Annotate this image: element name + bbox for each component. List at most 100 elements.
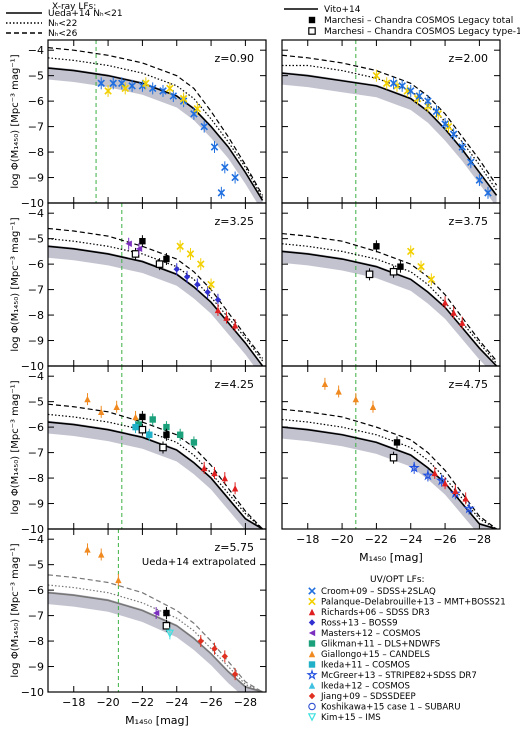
model-curve-nh26: [282, 408, 497, 529]
legend-marker: [307, 713, 317, 722]
data-point: [190, 439, 198, 446]
panel-plot-area: [48, 203, 264, 366]
data-point: [406, 87, 415, 95]
data-point: [231, 173, 239, 182]
panel-plot-area: [48, 366, 263, 529]
redshift-label: z=2.00: [449, 52, 488, 65]
data-point: [417, 262, 425, 271]
y-tick-label: −7: [28, 121, 44, 134]
y-tick-label: −7: [28, 284, 44, 297]
x-tick-label: −18: [62, 696, 85, 709]
data-point: [98, 551, 105, 558]
data-point: [211, 645, 218, 652]
panel-z-4.75: −18 −20 −22 −24 −26 −28 z=4.75: [281, 365, 501, 546]
data-point: [132, 423, 139, 431]
redshift-label: z=0.90: [215, 52, 254, 65]
legend-marker: [308, 650, 316, 658]
data-point: [139, 238, 146, 245]
model-curve-nh22: [48, 413, 263, 529]
x-tick-label: −28: [468, 533, 491, 546]
data-point: [372, 71, 381, 80]
y-axis-label: log Φ(M₁₄₅₀) [Mpc⁻³ mag⁻¹]: [10, 54, 21, 188]
data-point: [382, 79, 391, 88]
data-point: [113, 403, 120, 410]
data-point: [166, 84, 174, 93]
model-band: [282, 250, 497, 366]
legend-label: Ross+13 – BOSS9: [321, 619, 398, 629]
legend-label: Ikeda+11 – COSMOS: [321, 661, 410, 671]
data-point: [463, 502, 475, 514]
data-point: [389, 267, 398, 276]
data-point: [159, 87, 167, 95]
data-point: [321, 380, 329, 388]
data-point: [190, 110, 198, 118]
data-point: [459, 319, 466, 326]
data-point: [406, 247, 415, 256]
data-point: [373, 243, 380, 250]
x-tick-label: −20: [330, 533, 353, 546]
legend-marker: [306, 668, 318, 680]
data-point: [204, 288, 211, 296]
model-curve-nh21: [48, 421, 263, 529]
legend-label: McGreer+13 – STRIPE82+SDSS DR7: [321, 671, 477, 681]
y-tick-label: −6: [28, 584, 44, 597]
data-point: [462, 495, 469, 502]
data-point: [393, 439, 401, 446]
legend-marker: [308, 608, 316, 616]
data-point: [97, 79, 105, 88]
data-point: [441, 479, 449, 487]
data-point: [427, 275, 436, 284]
data-point: [131, 250, 140, 258]
redshift-label: z=4.25: [215, 378, 254, 391]
data-point: [467, 158, 475, 167]
data-point: [104, 87, 112, 95]
legend-marker: [308, 640, 316, 647]
data-point: [452, 487, 459, 494]
y-tick-label: −7: [28, 610, 44, 623]
data-point: [335, 388, 342, 395]
y-tick-label: −8: [28, 635, 44, 648]
data-point: [217, 189, 226, 197]
legend-header: X-ray LFs:: [52, 2, 96, 12]
model-band: [48, 66, 263, 203]
data-point: [221, 653, 229, 660]
y-tick-label: −9: [28, 335, 44, 348]
data-point: [132, 413, 139, 421]
model-band: [282, 425, 497, 529]
x-tick-label: −22: [131, 696, 154, 709]
legend-header: UV/OPT LFs:: [370, 575, 425, 585]
data-point: [424, 97, 432, 105]
model-curve-nh21: [48, 591, 263, 692]
data-point: [109, 79, 117, 88]
x-tick-label: −18: [296, 533, 319, 546]
data-point: [458, 143, 467, 151]
y-axis-label: log Φ(M₁₄₅₀) [Mpc⁻³ mag⁻¹]: [10, 543, 21, 677]
model-curve-nh26: [48, 227, 264, 359]
redshift-label: z=4.75: [449, 378, 488, 391]
model-curve-nh21: [282, 250, 498, 366]
model-curve-nh22: [282, 243, 498, 364]
y-tick-label: −9: [28, 661, 44, 674]
model-curve-nh22: [282, 64, 498, 191]
data-point: [183, 273, 191, 281]
model-band: [282, 71, 497, 203]
data-point: [149, 416, 156, 423]
legend-label: Palanque–Delabrouille+13 – MMT+BOSS21: [321, 598, 506, 608]
data-point: [214, 296, 222, 303]
panel-frame: [281, 365, 501, 530]
legend-marker: [308, 587, 316, 595]
legend-marker: [308, 27, 316, 35]
model-curve-nh26: [282, 232, 498, 362]
y-tick-label: −6: [28, 421, 44, 434]
data-point: [142, 79, 150, 88]
data-point: [135, 421, 143, 428]
redshift-label: z=3.75: [449, 215, 488, 228]
data-point: [115, 576, 122, 584]
data-point: [139, 413, 146, 421]
data-point: [211, 469, 218, 477]
data-point: [450, 309, 457, 316]
data-point: [484, 189, 492, 197]
data-point: [197, 637, 204, 645]
redshift-label: z=3.25: [215, 215, 254, 228]
